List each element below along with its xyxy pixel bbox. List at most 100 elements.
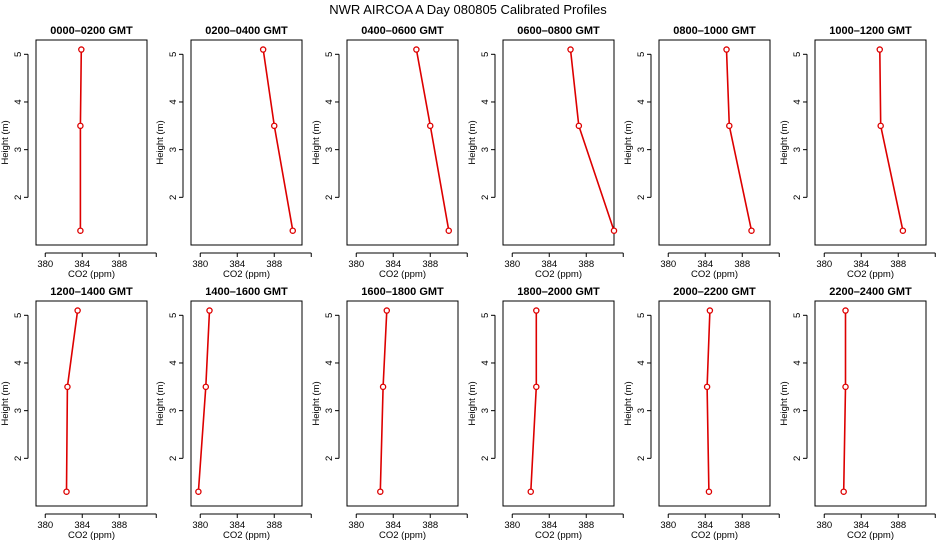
data-point xyxy=(706,307,714,314)
x-tick-label: 380 xyxy=(660,259,676,270)
x-tick-label: 388 xyxy=(266,259,282,270)
y-tick-label: 4 xyxy=(324,360,335,365)
x-tick-label: 380 xyxy=(348,259,364,270)
y-axis-label: Height (m) xyxy=(0,381,11,425)
x-tick-label: 384 xyxy=(385,520,401,531)
x-axis-label: CO2 (ppm) xyxy=(68,269,115,280)
y-tick-label: 5 xyxy=(324,313,335,318)
y-tick-label: 4 xyxy=(792,360,803,365)
y-tick-label: 5 xyxy=(168,313,179,318)
y-tick-label: 2 xyxy=(636,195,647,200)
x-tick-label: 388 xyxy=(422,520,438,531)
profile-line xyxy=(842,310,847,492)
x-tick-label: 384 xyxy=(697,259,713,270)
y-tick-label: 3 xyxy=(792,408,803,413)
profile-line xyxy=(197,310,211,492)
data-point xyxy=(289,227,296,234)
y-tick-label: 4 xyxy=(168,360,179,365)
plot-frame xyxy=(35,39,148,246)
panel-title: 1400–1600 GMT xyxy=(205,286,288,298)
y-tick-label: 2 xyxy=(13,456,24,461)
x-tick-label: 380 xyxy=(37,520,53,531)
panel-title: 0200–0400 GMT xyxy=(205,25,288,37)
x-axis-label: CO2 (ppm) xyxy=(223,530,270,540)
x-tick-label: 384 xyxy=(229,520,245,531)
panel-title: 0600–0800 GMT xyxy=(517,25,600,37)
y-tick-label: 5 xyxy=(480,52,491,57)
x-axis-label: CO2 (ppm) xyxy=(379,269,426,280)
x-tick-label: 380 xyxy=(348,520,364,531)
y-tick-label: 4 xyxy=(480,99,491,104)
x-axis-label: CO2 (ppm) xyxy=(379,530,426,540)
x-tick-label: 384 xyxy=(853,520,869,531)
data-point xyxy=(64,383,71,391)
x-tick-label: 380 xyxy=(504,520,520,531)
data-point xyxy=(426,122,434,130)
profile-line xyxy=(569,49,615,231)
y-tick-label: 5 xyxy=(792,52,803,57)
y-tick-label: 3 xyxy=(792,147,803,152)
plot-frame xyxy=(190,39,303,246)
profile-line xyxy=(879,49,904,231)
x-tick-label: 388 xyxy=(890,259,906,270)
x-tick-label: 388 xyxy=(734,259,750,270)
data-point xyxy=(842,383,849,391)
data-point xyxy=(74,307,81,314)
y-tick-label: 2 xyxy=(13,195,24,200)
x-axis-label: CO2 (ppm) xyxy=(535,269,582,280)
data-point xyxy=(259,46,267,53)
x-axis-label: CO2 (ppm) xyxy=(223,269,270,280)
y-axis-label: Height (m) xyxy=(623,120,634,164)
data-point xyxy=(876,46,884,53)
x-tick-label: 384 xyxy=(853,259,869,270)
y-axis-label: Height (m) xyxy=(779,381,790,425)
y-tick-label: 3 xyxy=(480,147,491,152)
y-tick-label: 5 xyxy=(324,52,335,57)
data-point xyxy=(899,227,907,234)
panel-title: 1800–2000 GMT xyxy=(517,286,600,298)
x-tick-label: 380 xyxy=(660,520,676,531)
data-point xyxy=(377,488,384,495)
data-point xyxy=(78,46,85,53)
x-tick-label: 380 xyxy=(192,520,208,531)
y-tick-label: 5 xyxy=(792,313,803,318)
x-tick-label: 384 xyxy=(74,259,90,270)
x-tick-label: 388 xyxy=(266,520,282,531)
x-tick-label: 388 xyxy=(578,520,594,531)
x-axis-label: CO2 (ppm) xyxy=(535,530,582,540)
y-tick-label: 3 xyxy=(636,408,647,413)
panel-title: 2000–2200 GMT xyxy=(673,286,756,298)
y-tick-label: 5 xyxy=(13,52,24,57)
x-tick-label: 380 xyxy=(37,259,53,270)
data-point xyxy=(533,383,540,391)
x-tick-label: 384 xyxy=(697,520,713,531)
y-tick-label: 3 xyxy=(13,147,24,152)
data-point xyxy=(383,307,391,314)
y-tick-label: 2 xyxy=(792,195,803,200)
y-tick-label: 5 xyxy=(636,313,647,318)
y-tick-label: 2 xyxy=(636,456,647,461)
y-tick-label: 2 xyxy=(792,456,803,461)
profile-line xyxy=(79,49,83,231)
data-point xyxy=(877,122,884,130)
y-axis-label: Height (m) xyxy=(155,120,166,164)
data-point xyxy=(379,383,387,391)
panel-title: 0800–1000 GMT xyxy=(673,25,756,37)
x-axis-label: CO2 (ppm) xyxy=(691,269,738,280)
x-axis-label: CO2 (ppm) xyxy=(847,530,894,540)
x-tick-label: 384 xyxy=(541,259,557,270)
x-tick-label: 380 xyxy=(816,259,832,270)
plot-frame xyxy=(35,300,148,507)
y-axis-label: Height (m) xyxy=(155,381,166,425)
x-tick-label: 384 xyxy=(541,520,557,531)
x-tick-label: 388 xyxy=(578,259,594,270)
x-tick-label: 380 xyxy=(504,259,520,270)
